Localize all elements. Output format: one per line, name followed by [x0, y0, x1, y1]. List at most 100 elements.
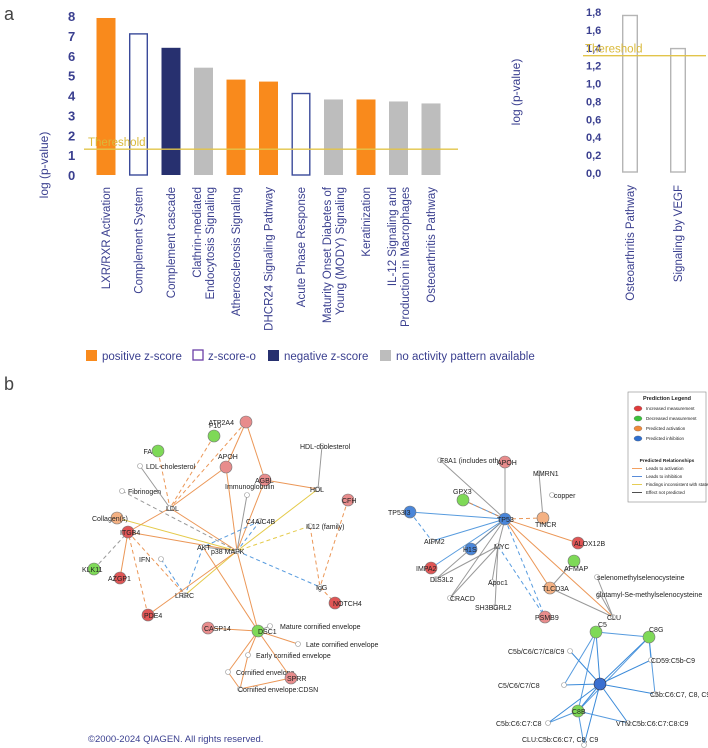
network-node-label: ALOX12B	[574, 541, 605, 548]
network-node	[258, 473, 272, 487]
network-node-label: C4A/C4B	[246, 519, 276, 526]
bar	[96, 17, 116, 175]
edge	[309, 525, 321, 588]
network-node	[87, 562, 101, 576]
prediction-legend-swatch	[633, 415, 643, 422]
edge	[227, 630, 259, 673]
network-node	[319, 443, 325, 449]
network-node-label: AGBL	[255, 478, 274, 485]
category-label: Young (MODY) Signaling	[335, 187, 347, 315]
edge	[236, 550, 259, 632]
edge	[139, 465, 171, 509]
side-y-axis-label: log (p-value)	[509, 59, 523, 126]
y-tick-label: 1,8	[586, 7, 601, 19]
main-y-ticks: 0 1 2 3 4 5 6 7 8	[68, 9, 76, 183]
edge	[317, 445, 323, 490]
edge	[116, 517, 238, 552]
network-node	[610, 614, 616, 620]
network-left: F10 FA ATP2A4 HDL-cholesterol LDL-cholestero…	[82, 415, 378, 694]
network-node-label: C8B	[572, 709, 586, 716]
network-node-label: TP53	[497, 517, 514, 524]
z-score-legend: positive z-score z-score-o negative z-sc…	[86, 349, 535, 363]
network-node	[328, 596, 342, 610]
network-node	[625, 720, 631, 726]
network-node	[267, 623, 273, 629]
network-node	[151, 444, 165, 458]
edge	[431, 518, 506, 542]
edge	[236, 479, 266, 552]
edge	[599, 683, 656, 695]
network-node-label: APOH	[218, 454, 238, 461]
prediction-legend-row-label: Findings inconsistent with state of down…	[646, 482, 708, 487]
edge	[504, 518, 579, 544]
edge	[599, 593, 614, 618]
copyright-text: ©2000-2024 QIAGEN. All rights reserved.	[88, 734, 263, 745]
network-node-label: TLCD3A	[542, 586, 569, 593]
legend-swatch-zero	[192, 349, 204, 361]
network-node	[567, 648, 573, 654]
network-node	[536, 470, 542, 476]
bar	[670, 47, 687, 173]
network-node	[182, 592, 188, 598]
category-label: DHCR24 Signaling Pathway	[264, 187, 276, 331]
edge	[225, 466, 238, 552]
prediction-legend-title: Prediction Legend	[643, 396, 691, 402]
edge	[504, 518, 614, 618]
edge	[491, 545, 499, 583]
bar	[128, 33, 148, 176]
edge	[236, 525, 311, 552]
edge	[449, 518, 506, 599]
y-tick-label: 0,4	[586, 132, 602, 144]
edge	[577, 636, 650, 712]
network-node	[315, 486, 321, 492]
y-tick-label: 7	[68, 29, 75, 44]
network-node-label: CD59:C5b-C9	[651, 658, 695, 665]
network-node-label: Early cornified envelope	[256, 653, 331, 660]
network-node	[498, 455, 512, 469]
prediction-legend-rows: Increased measurement Decreased measureme…	[632, 405, 708, 495]
edge	[157, 450, 171, 509]
panel-a-label: a	[4, 4, 15, 24]
network-node-label: IgG	[316, 585, 327, 592]
legend-swatch-none	[380, 350, 391, 361]
network-node-label: PDE4	[144, 613, 162, 620]
edge	[202, 546, 259, 632]
network-node	[543, 581, 557, 595]
network-node	[234, 548, 240, 554]
network-node	[341, 493, 355, 507]
edge	[227, 671, 241, 690]
network-node	[158, 556, 164, 562]
y-tick-label: 0,8	[586, 96, 601, 108]
network-node-label: IMPA2	[416, 566, 437, 573]
network-node-label: p38 MAPK	[211, 549, 245, 556]
network-node	[648, 657, 654, 663]
category-label: Acute Phase Response	[296, 187, 308, 307]
network-node-label: Collagen(s)	[92, 516, 128, 523]
network-node-label: HDL-cholesterol	[300, 444, 351, 451]
bar	[259, 81, 278, 175]
network-node-label: IL12 (family)	[306, 524, 345, 531]
network-node-label: C5b/C6/C7/C8/C9	[508, 649, 565, 656]
network-node-label: GPX3	[453, 489, 472, 496]
network-node-label: DIS3L2	[430, 577, 453, 584]
main-category-labels: LXR/RXR Activation Complement System Compl…	[101, 186, 438, 331]
network-node-label: MYC	[494, 544, 510, 551]
edge	[202, 546, 238, 552]
edge	[538, 472, 544, 519]
network-node-label: Apoc1	[488, 580, 508, 587]
network-node-label: selenomethylselenocysteine	[597, 575, 685, 582]
network-node	[239, 415, 253, 429]
network-node-label: F10	[209, 423, 221, 430]
network-node	[642, 630, 656, 644]
network-node-label: Late cornified envelope	[306, 642, 378, 649]
edge	[169, 507, 238, 552]
side-category-labels: Osteoarthritis Pathway Signaling by VEGF	[625, 185, 685, 301]
y-tick-label: 1	[68, 148, 75, 163]
edge	[449, 545, 499, 599]
network-node	[567, 554, 581, 568]
bar	[226, 79, 246, 175]
edge	[599, 659, 652, 685]
edge	[497, 545, 546, 618]
network-node-label: CFH	[342, 498, 356, 505]
y-tick-label: 3	[68, 108, 75, 123]
